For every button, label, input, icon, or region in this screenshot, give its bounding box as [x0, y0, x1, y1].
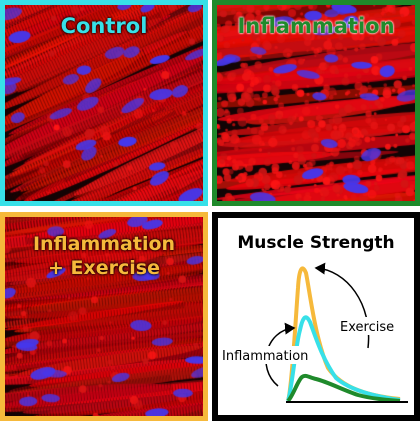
muscle-strength-diagram: Muscle Strength Inflammation Exercise: [220, 233, 408, 403]
exercise-arrow: [314, 262, 370, 349]
inflammation-exercise-title-line2: + Exercise: [48, 257, 160, 279]
control-title: Control: [60, 14, 148, 38]
control-panel: Control: [0, 0, 208, 206]
inflammation-exercise-title-line1: Inflammation: [32, 233, 176, 255]
inflammation-curve: [286, 373, 401, 403]
inflammation-panel: Inflammation: [212, 0, 420, 206]
exercise-label: Exercise: [340, 320, 394, 335]
inflammation-micrograph: [217, 5, 415, 201]
muscle-strength-panel: Muscle Strength Inflammation Exercise: [212, 212, 420, 421]
chart-title: Muscle Strength: [237, 233, 394, 253]
control-micrograph: [5, 5, 203, 201]
inflammation-exercise-micrograph: [5, 217, 203, 416]
inflammation-title: Inflammation: [237, 14, 395, 38]
inflammation-exercise-panel: Inflammation + Exercise: [0, 212, 208, 421]
inflammation-label: Inflammation: [222, 349, 308, 364]
